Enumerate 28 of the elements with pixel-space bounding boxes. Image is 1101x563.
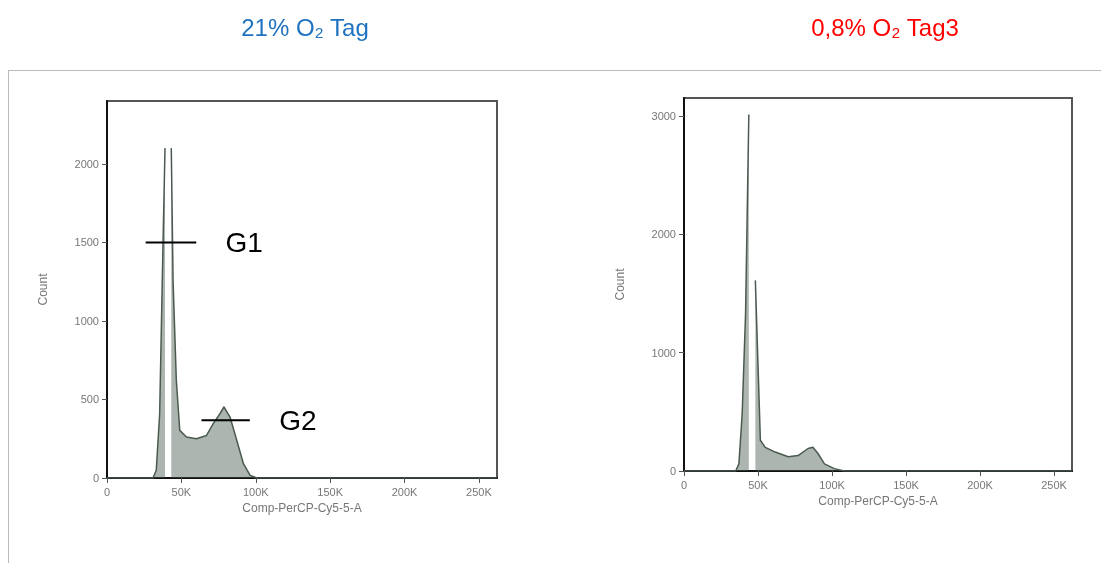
y-tick-label: 1500: [74, 236, 99, 249]
y-axis-title: Count: [613, 267, 627, 301]
y-tick-label: 2000: [651, 228, 676, 241]
y-tick-label: 500: [80, 393, 99, 406]
annotation: G1: [225, 226, 263, 258]
y-tick-label: 1000: [651, 346, 676, 359]
x-tick-label: 100K: [819, 478, 846, 491]
chart-title: 0,8% O₂ Tag3: [811, 13, 959, 41]
x-tick-label: 150K: [317, 485, 344, 498]
x-tick-label: 50K: [748, 478, 769, 491]
annotation: G2: [279, 404, 317, 436]
x-tick-label: 200K: [967, 478, 994, 491]
x-tick-label: 50K: [171, 485, 192, 498]
x-axis-title: Comp-PerCP-Cy5-5-A: [242, 500, 362, 515]
x-tick-label: 250K: [466, 485, 493, 498]
y-tick-label: 2000: [74, 157, 99, 170]
y-tick-label: 0: [669, 465, 676, 477]
x-tick-label: 200K: [391, 485, 419, 498]
x-tick-label: 150K: [893, 478, 920, 491]
x-tick-label: 0: [103, 485, 111, 498]
y-axis-title: Count: [36, 272, 50, 306]
y-tick-label: 1000: [74, 314, 99, 327]
y-tick-label: 3000: [651, 109, 676, 122]
x-tick-label: 0: [680, 478, 688, 491]
chart-title: 21% O₂ Tag: [241, 13, 369, 41]
x-tick-label: 100K: [242, 485, 270, 498]
x-tick-label: 250K: [1041, 478, 1068, 491]
x-axis-title: Comp-PerCP-Cy5-5-A: [818, 493, 938, 508]
